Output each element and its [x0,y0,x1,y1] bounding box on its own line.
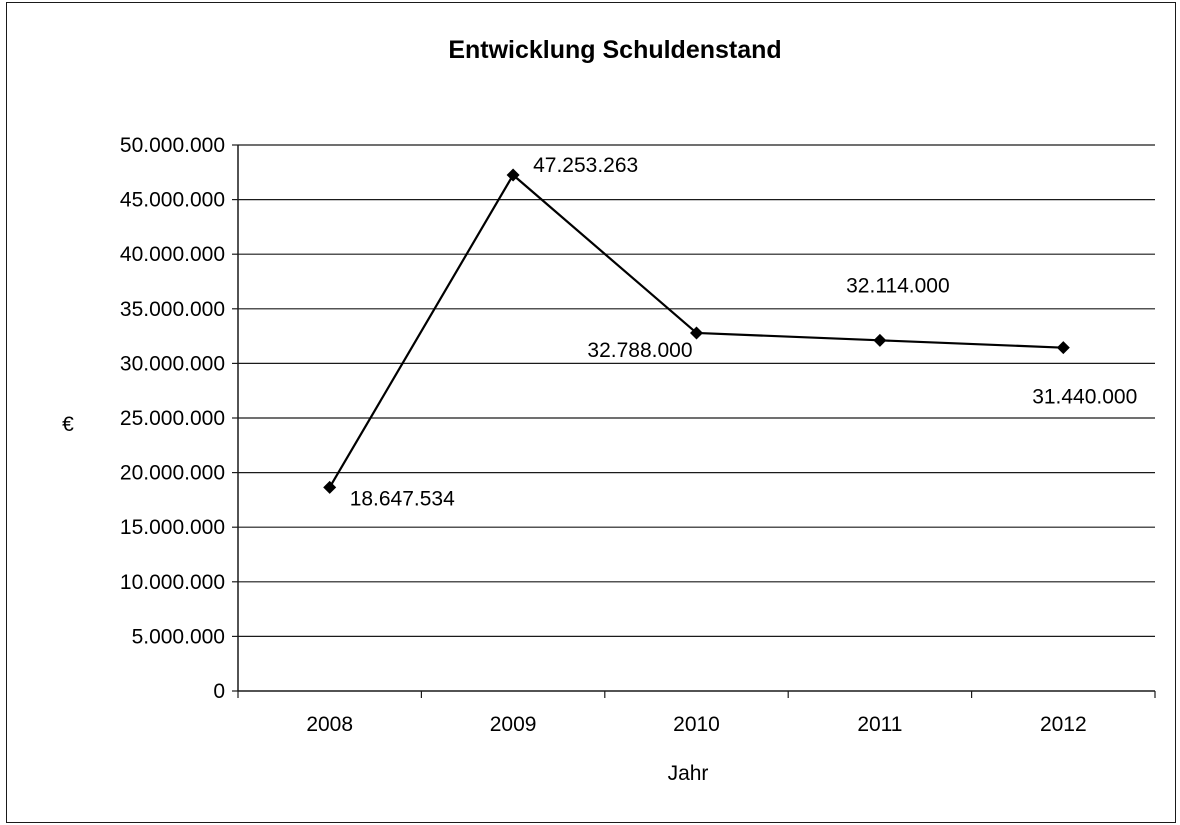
y-tick-label: 25.000.000 [120,407,225,430]
data-point-marker-2009 [506,168,520,182]
data-label-2009: 47.253.263 [533,154,638,177]
data-point-marker-2008 [323,480,337,494]
data-label-2008: 18.647.534 [350,487,455,510]
data-label-2012: 31.440.000 [1032,386,1137,409]
x-axis-title: Jahr [668,762,709,785]
y-tick-label: 40.000.000 [120,243,225,266]
x-tick-label: 2011 [857,713,902,736]
x-tick-label: 2010 [673,713,720,736]
y-tick-label: 0 [213,680,225,703]
x-tick-label: 2008 [306,713,353,736]
x-tick-label: 2009 [490,713,537,736]
data-point-marker-2010 [690,326,703,340]
x-axis-tick-labels: 2008 2009 2010 2011 2012 [306,713,1086,736]
data-markers [323,168,1070,494]
chart-frame [6,2,1176,823]
axes [232,144,1156,698]
y-tick-label: 15.000.000 [120,516,225,539]
y-tick-label: 5.000.000 [132,625,225,648]
y-tick-label: 45.000.000 [120,189,225,212]
data-label-2011: 32.114.000 [846,274,950,297]
data-point-marker-2012 [1056,341,1070,355]
gridlines [238,144,1155,638]
y-axis-title: € [62,413,74,436]
data-labels: 18.647.534 47.253.263 32.788.000 32.114.000… [350,154,1138,510]
x-tick-label: 2012 [1040,713,1087,736]
y-tick-label: 50.000.000 [120,134,225,157]
chart-title: Entwicklung Schuldenstand [448,36,781,64]
y-tick-label: 30.000.000 [120,352,225,375]
data-label-2010: 32.788.000 [587,339,692,362]
y-tick-label: 20.000.000 [120,462,225,485]
y-tick-label: 10.000.000 [120,571,225,594]
y-axis-tick-labels: 0 5.000.000 10.000.000 15.000.000 20.000.000… [120,134,225,703]
y-tick-label: 35.000.000 [120,298,225,321]
data-point-marker-2011 [873,333,887,347]
